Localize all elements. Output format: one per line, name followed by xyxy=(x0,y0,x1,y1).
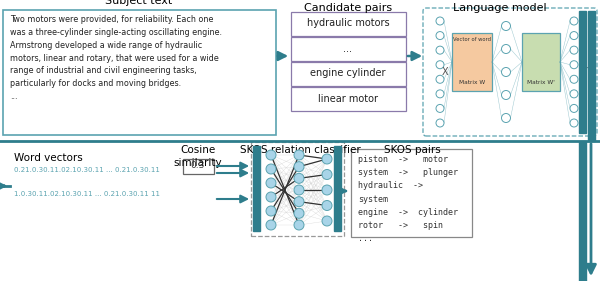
Text: Cosine
similarity: Cosine similarity xyxy=(173,145,223,168)
Circle shape xyxy=(294,197,304,207)
Text: X: X xyxy=(442,67,448,77)
Text: hydraulic motors: hydraulic motors xyxy=(307,19,389,28)
Text: SKOS pairs: SKOS pairs xyxy=(383,145,440,155)
Text: engine cylinder: engine cylinder xyxy=(310,69,386,78)
FancyBboxPatch shape xyxy=(290,87,406,110)
Text: Vector of word: Vector of word xyxy=(453,37,491,42)
Circle shape xyxy=(436,61,444,69)
Circle shape xyxy=(294,173,304,183)
Text: ...: ... xyxy=(343,44,353,53)
Text: 0.21.0.30.11.02.10.30.11 ... 0.21.0.30.11: 0.21.0.30.11.02.10.30.11 ... 0.21.0.30.1… xyxy=(14,167,160,173)
Text: linear motor: linear motor xyxy=(318,94,378,103)
Bar xyxy=(579,11,586,133)
FancyBboxPatch shape xyxy=(290,62,406,85)
Circle shape xyxy=(436,46,444,54)
Circle shape xyxy=(502,67,511,76)
Circle shape xyxy=(502,22,511,31)
Bar xyxy=(334,146,341,231)
Circle shape xyxy=(570,17,578,25)
Bar xyxy=(579,141,586,281)
Circle shape xyxy=(294,185,304,195)
Circle shape xyxy=(570,105,578,112)
Circle shape xyxy=(294,162,304,172)
Circle shape xyxy=(266,164,276,174)
Text: Word vectors: Word vectors xyxy=(14,153,83,163)
Circle shape xyxy=(266,206,276,216)
Circle shape xyxy=(436,119,444,127)
FancyBboxPatch shape xyxy=(290,12,406,35)
Text: Y: Y xyxy=(581,67,587,77)
Circle shape xyxy=(322,216,332,226)
Circle shape xyxy=(436,105,444,112)
Text: Matrix W: Matrix W xyxy=(459,80,485,85)
Circle shape xyxy=(294,150,304,160)
FancyBboxPatch shape xyxy=(522,33,560,91)
Text: Two motors were provided, for reliability. Each one
was a three-cylinder single-: Two motors were provided, for reliabilit… xyxy=(10,15,222,101)
Bar xyxy=(253,146,260,231)
Circle shape xyxy=(570,119,578,127)
FancyBboxPatch shape xyxy=(182,158,214,173)
Circle shape xyxy=(570,31,578,40)
Circle shape xyxy=(436,17,444,25)
Circle shape xyxy=(436,75,444,83)
Bar xyxy=(588,11,595,141)
Circle shape xyxy=(266,150,276,160)
Circle shape xyxy=(266,220,276,230)
Text: 1.0.30.11.02.10.30.11 ... 0.21.0.30.11 11: 1.0.30.11.02.10.30.11 ... 0.21.0.30.11 1… xyxy=(14,191,160,197)
Text: SKOS relation classifier: SKOS relation classifier xyxy=(239,145,361,155)
Circle shape xyxy=(570,75,578,83)
Text: Subject text: Subject text xyxy=(106,0,173,6)
Text: Matrix W': Matrix W' xyxy=(527,80,555,85)
Circle shape xyxy=(502,114,511,123)
Circle shape xyxy=(266,178,276,188)
Text: Language model: Language model xyxy=(453,3,547,13)
Circle shape xyxy=(294,220,304,230)
Text: piston  ->   motor
system  ->   plunger
hydraulic  ->
system
engine  ->  cylinde: piston -> motor system -> plunger hydrau… xyxy=(358,155,458,243)
Circle shape xyxy=(322,185,332,195)
FancyBboxPatch shape xyxy=(350,148,472,237)
Circle shape xyxy=(322,169,332,180)
Text: 0.3: 0.3 xyxy=(191,162,205,171)
Circle shape xyxy=(570,90,578,98)
Circle shape xyxy=(570,46,578,54)
Circle shape xyxy=(322,154,332,164)
Circle shape xyxy=(322,201,332,210)
Circle shape xyxy=(502,90,511,99)
Circle shape xyxy=(436,90,444,98)
Circle shape xyxy=(436,31,444,40)
Circle shape xyxy=(570,61,578,69)
Circle shape xyxy=(502,44,511,53)
FancyBboxPatch shape xyxy=(452,33,492,91)
FancyBboxPatch shape xyxy=(2,10,275,135)
Text: Candidate pairs: Candidate pairs xyxy=(304,3,392,13)
Circle shape xyxy=(294,208,304,218)
Circle shape xyxy=(266,192,276,202)
FancyBboxPatch shape xyxy=(290,37,406,60)
